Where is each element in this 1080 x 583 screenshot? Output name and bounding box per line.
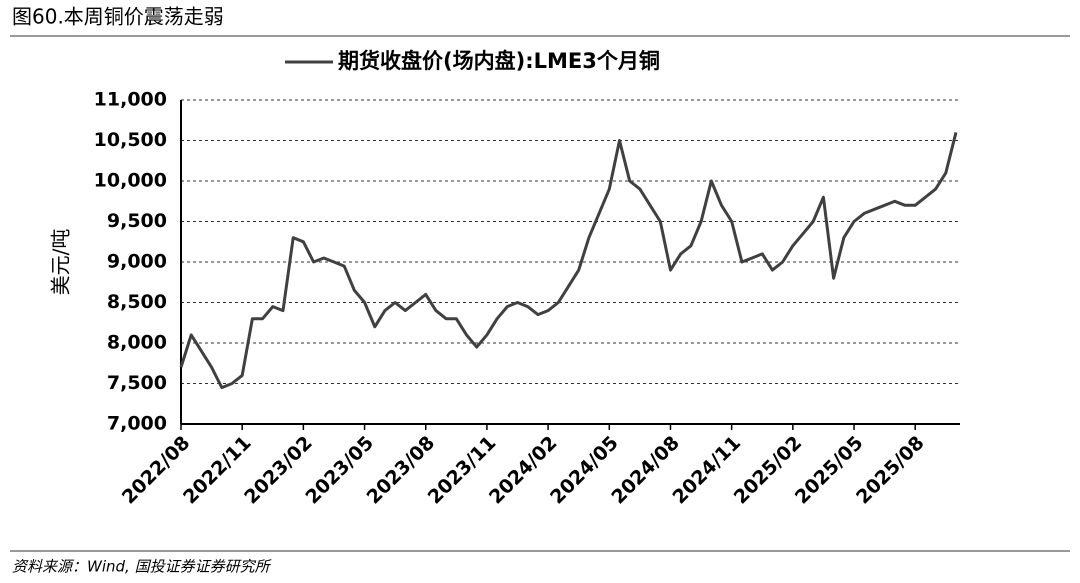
- y-tick-label: 10,000: [94, 170, 167, 192]
- header: 图60.本周铜价震荡走弱: [12, 5, 224, 29]
- y-tick-label: 8,500: [107, 291, 167, 313]
- y-axis-label: 美元/吨: [49, 229, 73, 296]
- x-tick-label: 2025/08: [852, 432, 929, 509]
- legend-label: 期货收盘价(场内盘):LME3个月铜: [338, 49, 660, 73]
- y-tick-label: 9,500: [107, 210, 167, 232]
- y-tick-label: 10,500: [94, 129, 167, 151]
- source: 资料来源：Wind, 国投证券证券研究所: [12, 558, 272, 576]
- y-tick-label: 11,000: [94, 89, 167, 111]
- y-tick-label: 9,000: [107, 251, 167, 273]
- series-line: [179, 132, 958, 390]
- y-tick-label: 7,500: [107, 372, 167, 394]
- y-tick-label: 7,000: [107, 413, 167, 435]
- y-tick-label: 8,000: [107, 332, 167, 354]
